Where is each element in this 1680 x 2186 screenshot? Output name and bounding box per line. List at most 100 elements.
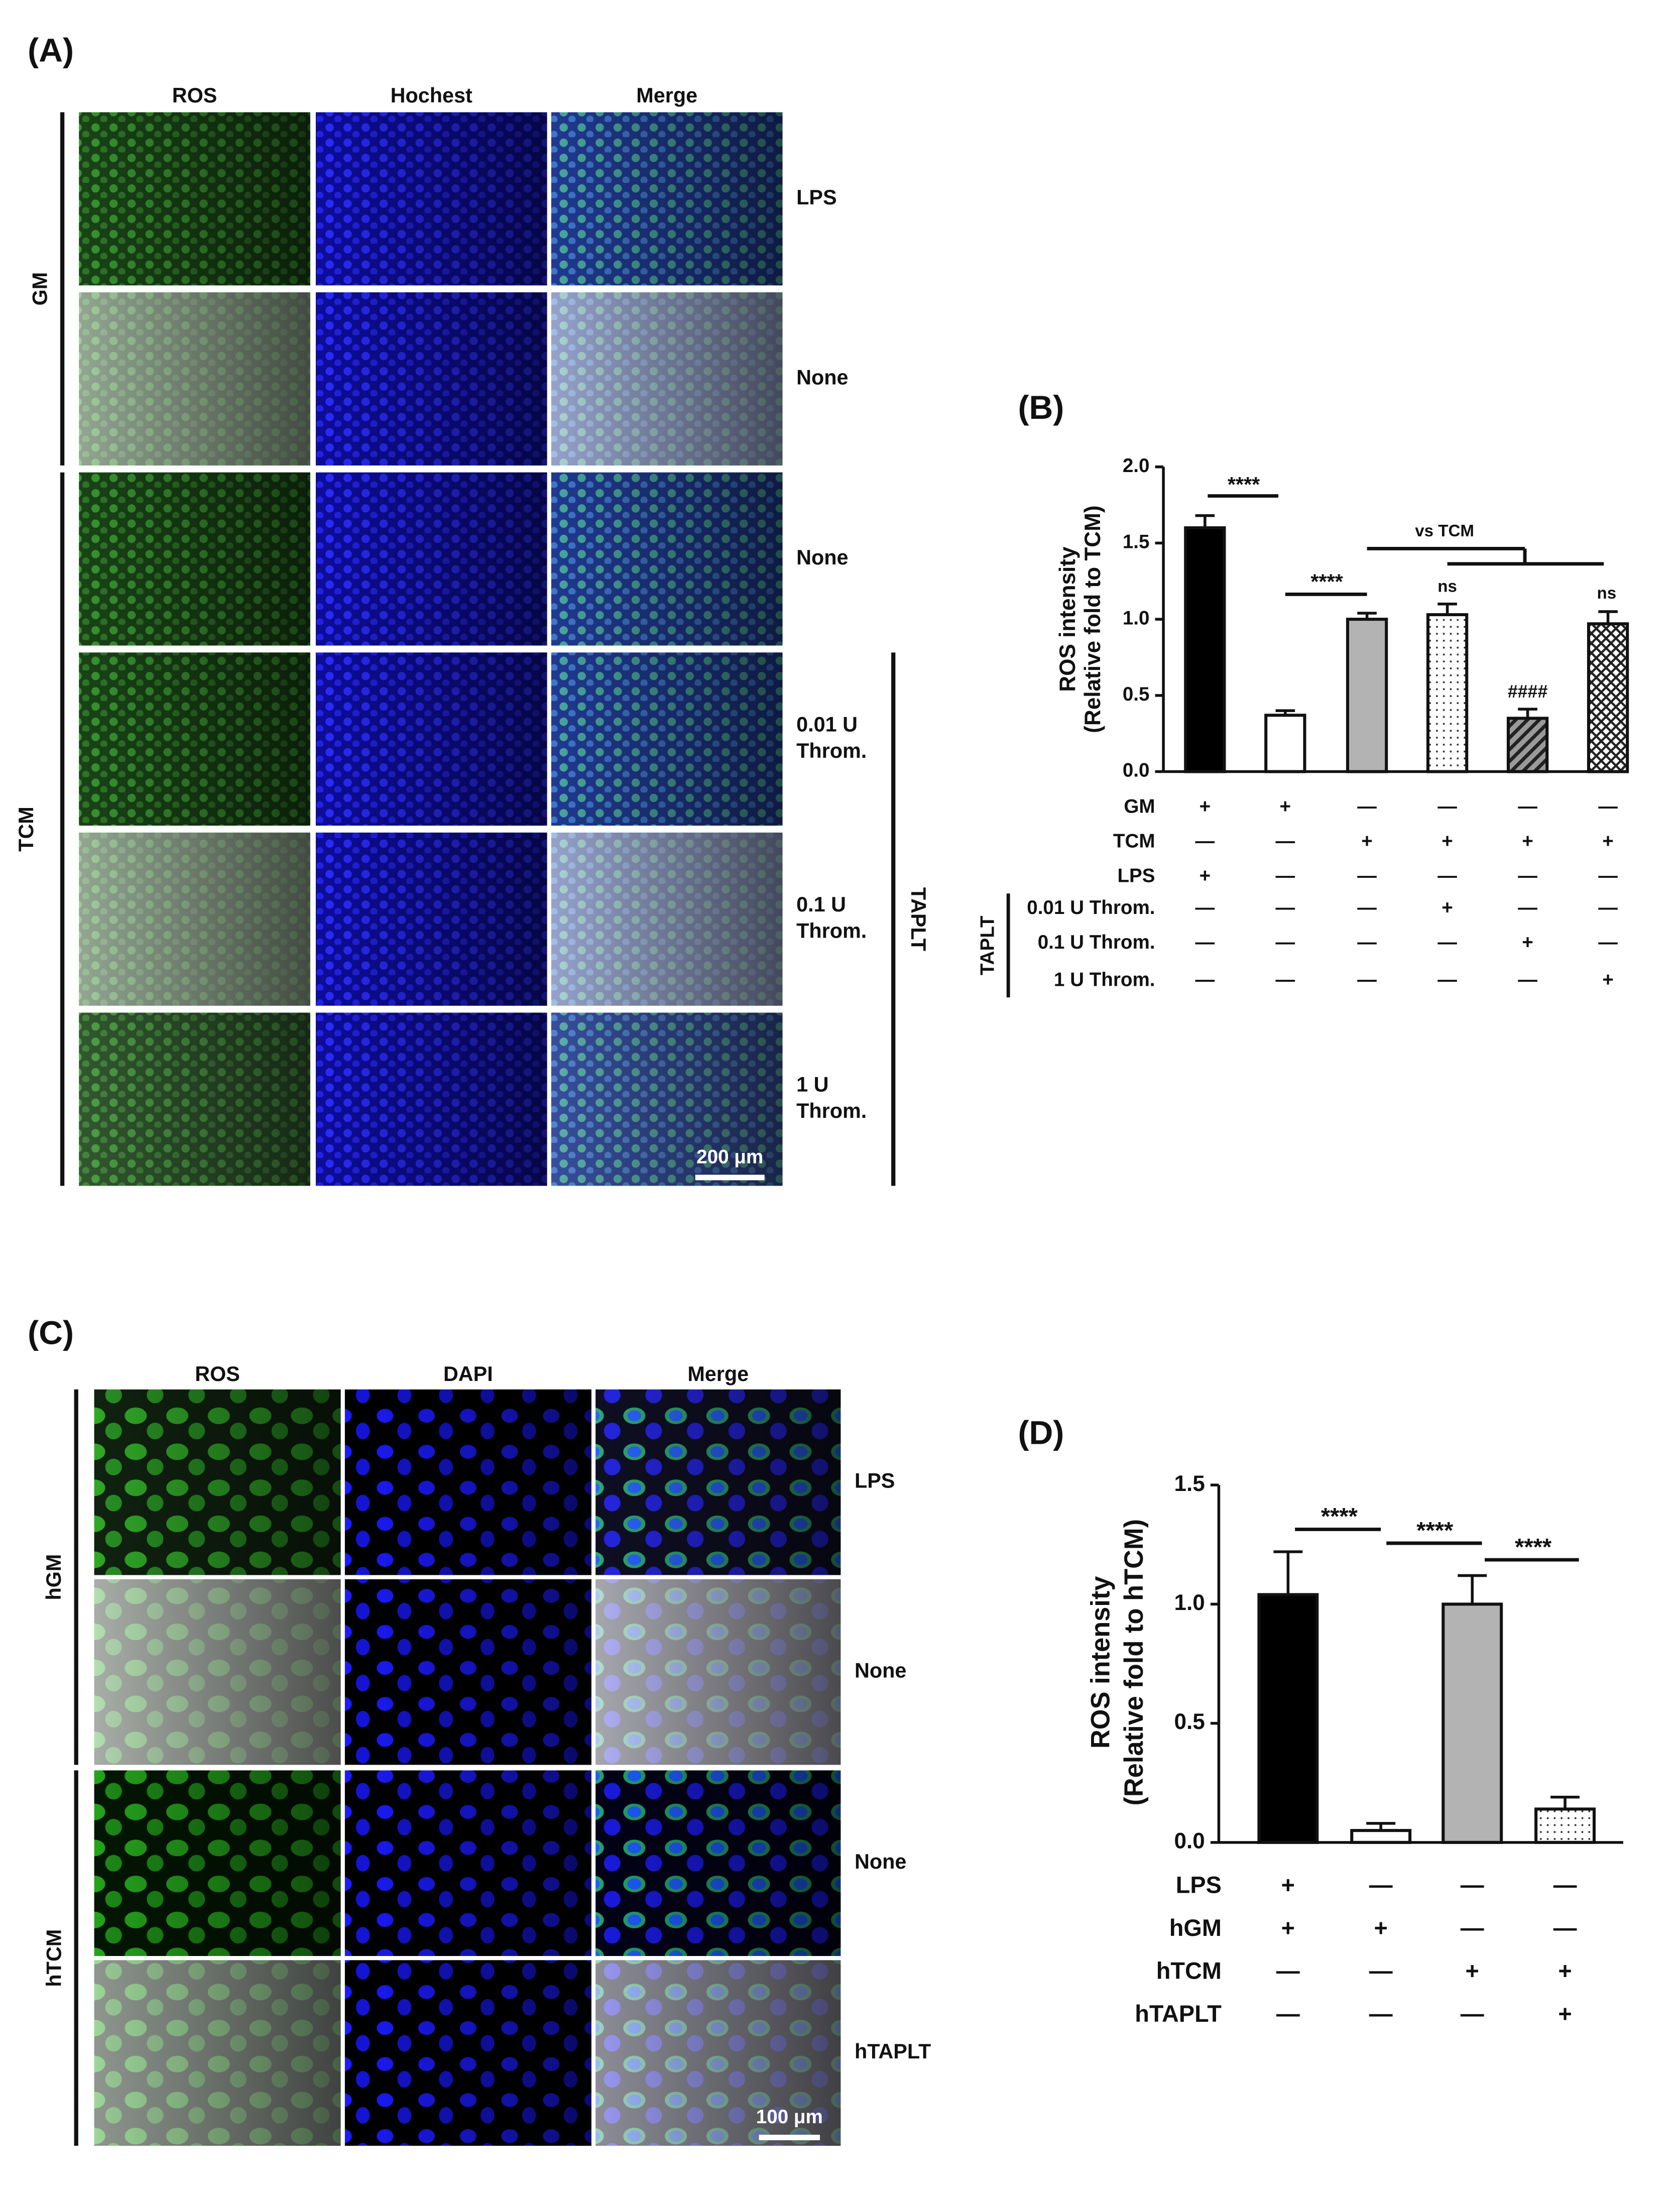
condition-sign: — bbox=[1553, 1915, 1577, 1941]
condition-label: LPS bbox=[1117, 865, 1155, 886]
condition-label: 0.1 U Throm. bbox=[1038, 932, 1155, 953]
condition-sign: + bbox=[1522, 830, 1533, 852]
micrograph-shade bbox=[315, 112, 547, 286]
condition-sign: — bbox=[1518, 795, 1537, 817]
micrograph-shade bbox=[79, 112, 310, 286]
annotation: ns bbox=[1597, 584, 1616, 603]
condition-label: 0.01 U Throm. bbox=[1027, 897, 1155, 918]
micrograph-shade bbox=[94, 1770, 341, 1957]
micrograph-shade bbox=[79, 652, 310, 826]
row-label: LPS bbox=[855, 1469, 895, 1492]
bar bbox=[1442, 1602, 1503, 1844]
annotation: **** bbox=[1416, 1517, 1454, 1543]
condition-group-label: TAPLT bbox=[977, 915, 999, 975]
row-label: Throm. bbox=[796, 739, 867, 762]
bar bbox=[1346, 618, 1388, 773]
column-header: ROS bbox=[172, 84, 217, 107]
condition-label: hTAPLT bbox=[1135, 2001, 1222, 2027]
column-header: DAPI bbox=[443, 1362, 493, 1386]
condition-sign: — bbox=[1357, 897, 1377, 918]
micrograph-shade bbox=[315, 1012, 547, 1186]
y-tick-label: 1.5 bbox=[1174, 1471, 1205, 1496]
group-label: hGM bbox=[42, 1554, 65, 1600]
micrograph-shade bbox=[595, 1770, 841, 1957]
condition-sign: + bbox=[1522, 932, 1533, 953]
condition-sign: — bbox=[1598, 865, 1618, 886]
condition-sign: — bbox=[1195, 932, 1215, 953]
y-tick-label: 1.5 bbox=[1123, 531, 1150, 553]
condition-sign: — bbox=[1518, 865, 1537, 886]
condition-sign: — bbox=[1195, 969, 1215, 990]
y-axis-label: ROS intensity bbox=[1087, 1576, 1116, 1749]
bar bbox=[1534, 1807, 1596, 1844]
group-label: TAPLT bbox=[907, 887, 930, 951]
condition-sign: — bbox=[1369, 1958, 1393, 1984]
error-bar bbox=[1357, 612, 1377, 620]
y-tick-label: 0.0 bbox=[1123, 760, 1150, 781]
condition-label: TCM bbox=[1113, 830, 1155, 852]
condition-sign: — bbox=[1357, 932, 1377, 953]
condition-sign: + bbox=[1374, 1915, 1387, 1941]
condition-sign: + bbox=[1442, 897, 1453, 918]
micrograph-shade bbox=[344, 1770, 591, 1957]
y-tick-label: 0.5 bbox=[1123, 683, 1150, 705]
group-label: hTCM bbox=[42, 1929, 65, 1987]
bar bbox=[1506, 717, 1549, 773]
row-label: Throm. bbox=[796, 919, 867, 942]
micrograph-shade bbox=[79, 832, 310, 1006]
annotation: #### bbox=[1508, 681, 1548, 702]
condition-sign: + bbox=[1602, 830, 1614, 852]
condition-sign: — bbox=[1598, 795, 1618, 817]
condition-sign: + bbox=[1558, 1958, 1572, 1984]
bar bbox=[1426, 613, 1469, 773]
condition-label: 1 U Throm. bbox=[1054, 969, 1155, 990]
bar bbox=[1257, 1593, 1319, 1844]
column-header: Merge bbox=[636, 84, 697, 107]
condition-sign: + bbox=[1281, 1915, 1295, 1941]
condition-sign: — bbox=[1598, 932, 1618, 953]
micrograph-shade bbox=[344, 1579, 591, 1765]
row-label: 1 U bbox=[796, 1073, 828, 1096]
panel-label: (B) bbox=[1018, 389, 1064, 426]
micrograph-shade bbox=[315, 652, 547, 826]
condition-sign: — bbox=[1437, 795, 1457, 817]
micrograph-shade bbox=[315, 832, 547, 1006]
error-bar bbox=[1598, 610, 1618, 624]
row-label: None bbox=[855, 1659, 906, 1682]
condition-sign: + bbox=[1558, 2001, 1572, 2027]
micrograph-shade bbox=[595, 1389, 841, 1575]
condition-sign: — bbox=[1598, 897, 1618, 918]
micrograph-shade bbox=[595, 1579, 841, 1765]
condition-sign: — bbox=[1357, 865, 1377, 886]
micrograph-shade bbox=[344, 1960, 591, 2146]
row-label: 0.1 U bbox=[796, 893, 846, 916]
y-tick-label: 1.0 bbox=[1123, 607, 1150, 629]
condition-sign: — bbox=[1553, 1872, 1577, 1898]
micrograph-shade bbox=[315, 292, 547, 466]
micrograph-shade bbox=[551, 292, 783, 466]
error-bar bbox=[1550, 1795, 1580, 1809]
column-header: Hochest bbox=[391, 84, 472, 107]
row-label: LPS bbox=[796, 186, 836, 209]
group-label: GM bbox=[29, 272, 52, 306]
annotation: ns bbox=[1437, 577, 1457, 596]
y-tick-label: 0.5 bbox=[1174, 1709, 1205, 1734]
condition-sign: — bbox=[1276, 932, 1295, 953]
condition-sign: — bbox=[1195, 830, 1215, 852]
micrograph-shade bbox=[79, 1012, 310, 1186]
scale-bar-label: 100 μm bbox=[756, 2106, 823, 2128]
condition-label: GM bbox=[1124, 795, 1155, 817]
micrograph-shade bbox=[551, 832, 783, 1006]
y-axis-label: ROS intensity bbox=[1055, 546, 1080, 692]
condition-sign: + bbox=[1602, 969, 1614, 990]
condition-label: hTCM bbox=[1156, 1958, 1222, 1984]
micrograph-shade bbox=[551, 652, 783, 826]
condition-sign: — bbox=[1276, 2001, 1300, 2027]
micrograph-shade bbox=[79, 472, 310, 646]
condition-sign: — bbox=[1518, 897, 1537, 918]
condition-sign: — bbox=[1276, 865, 1295, 886]
group-label: TCM bbox=[15, 807, 38, 852]
condition-sign: — bbox=[1437, 932, 1457, 953]
column-header: ROS bbox=[195, 1362, 240, 1386]
